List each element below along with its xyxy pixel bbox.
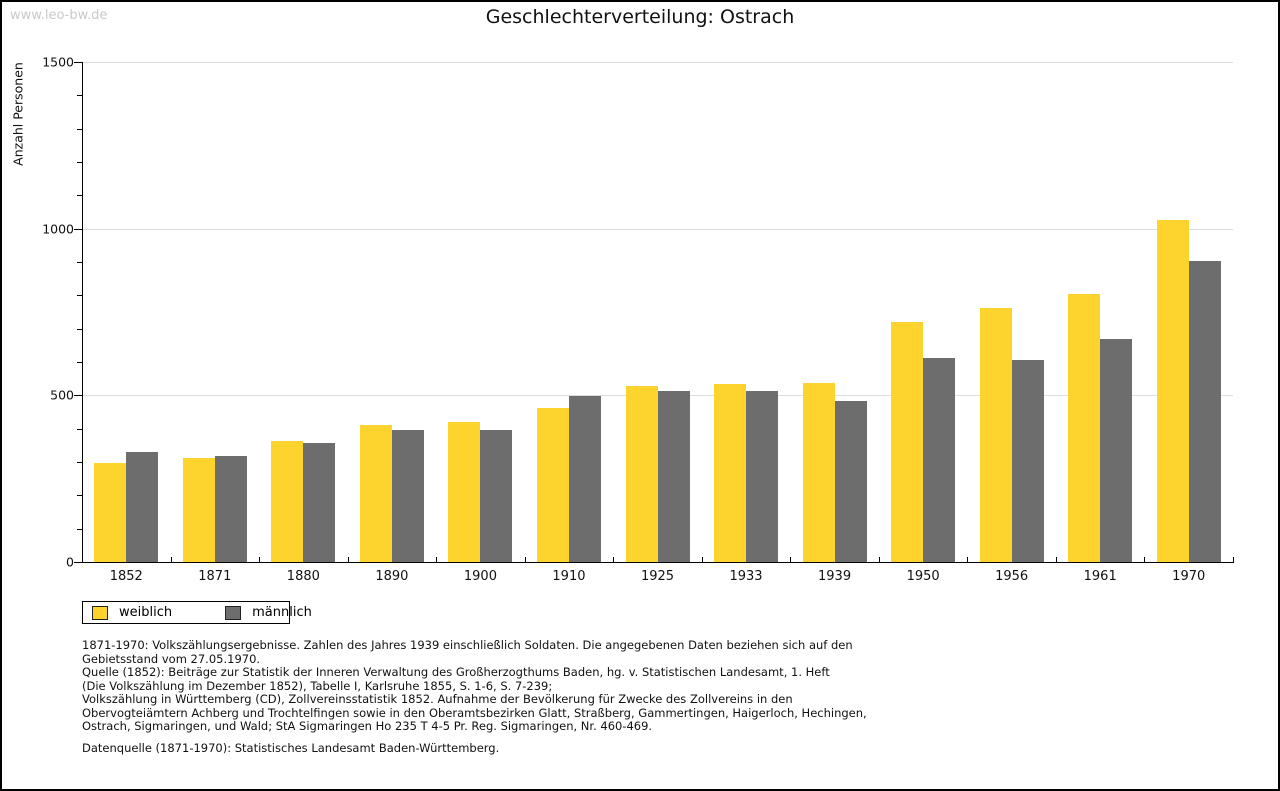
x-boundary-tick-9 <box>878 557 880 562</box>
y-minor-tick-800 <box>77 295 82 297</box>
bar-maennlich-1880 <box>303 443 336 562</box>
x-axis-line <box>82 562 1234 563</box>
bar-weiblich-1950 <box>891 322 924 562</box>
y-tick-label-0: 0 <box>66 554 74 570</box>
x-boundary-tick-2 <box>259 557 261 562</box>
y-axis-line <box>82 62 83 563</box>
gridline-1500 <box>82 62 1233 63</box>
x-tick-label-1939: 1939 <box>818 569 852 584</box>
y-major-tick-0 <box>74 562 82 563</box>
datasource-line: Datenquelle (1871-1970): Statistisches L… <box>82 741 500 755</box>
legend-label: weiblich <box>119 605 173 620</box>
y-minor-tick-400 <box>77 428 82 430</box>
bar-maennlich-1925 <box>657 391 690 562</box>
bar-weiblich-1961 <box>1068 294 1101 562</box>
bar-maennlich-1933 <box>746 391 779 562</box>
legend-item-männlich: männlich <box>225 605 312 620</box>
x-boundary-tick-6 <box>613 557 615 562</box>
x-boundary-tick-5 <box>524 557 526 562</box>
bar-weiblich-1852 <box>94 462 127 562</box>
x-tick-label-1900: 1900 <box>463 569 497 584</box>
bar-weiblich-1939 <box>802 383 835 562</box>
x-boundary-tick-8 <box>790 557 792 562</box>
bar-weiblich-1970 <box>1156 219 1189 562</box>
footnote-line-6: Obervogteiämtern Achberg und Trochtelfin… <box>82 705 867 720</box>
y-tick-label-500: 500 <box>50 387 74 403</box>
x-tick-label-1950: 1950 <box>906 569 940 584</box>
x-tick-label-1956: 1956 <box>995 569 1029 584</box>
x-tick-label-1925: 1925 <box>640 569 675 584</box>
bar-maennlich-1939 <box>834 400 867 562</box>
x-boundary-tick-4 <box>436 557 438 562</box>
footnote-line-1: 1871-1970: Volkszählungsergebnisse. Zahl… <box>82 638 853 652</box>
x-tick-label-1890: 1890 <box>375 569 409 584</box>
bar-maennlich-1900 <box>480 429 513 562</box>
bar-weiblich-1910 <box>536 408 569 562</box>
bar-maennlich-1950 <box>923 358 956 562</box>
x-tick-label-1852: 1852 <box>109 569 143 584</box>
footnote-line-5: Volkszählung in Württemberg (CD), Zollve… <box>82 692 793 706</box>
x-tick-label-1871: 1871 <box>198 569 232 584</box>
x-boundary-tick-7 <box>701 557 703 562</box>
x-boundary-tick-3 <box>347 557 349 562</box>
y-minor-tick-1300 <box>77 128 82 130</box>
bar-weiblich-1956 <box>979 308 1012 562</box>
y-minor-tick-1100 <box>77 195 82 197</box>
legend-item-weiblich: weiblich <box>92 605 172 620</box>
bar-weiblich-1880 <box>271 441 304 562</box>
y-minor-tick-700 <box>77 328 82 330</box>
bar-maennlich-1852 <box>126 452 159 562</box>
footnote-line-3: Quelle (1852): Beiträge zur Statistik de… <box>82 665 830 679</box>
footnote-line-2: Gebietsstand vom 27.05.1970. <box>82 651 261 666</box>
bar-maennlich-1890 <box>391 430 424 562</box>
footnote-line-4: (Die Volkszählung im Dezember 1852), Tab… <box>82 678 553 693</box>
bar-weiblich-1890 <box>359 425 392 562</box>
x-tick-label-1910: 1910 <box>552 569 586 584</box>
legend-swatch-männlich <box>225 605 242 620</box>
bar-maennlich-1970 <box>1188 260 1221 562</box>
bar-maennlich-1956 <box>1011 359 1044 562</box>
chart-title: Geschlechterverteilung: Ostrach <box>485 6 795 28</box>
bar-maennlich-1910 <box>568 395 601 562</box>
source-footnotes: 1871-1970: Volkszählungsergebnisse. Zahl… <box>82 638 867 734</box>
y-major-tick-1500 <box>74 62 82 63</box>
x-tick-label-1961: 1961 <box>1083 569 1117 584</box>
x-boundary-tick-1 <box>170 557 172 562</box>
legend-label: männlich <box>252 605 312 620</box>
y-major-tick-1000 <box>74 228 82 230</box>
y-minor-tick-100 <box>77 528 82 530</box>
bar-weiblich-1900 <box>448 421 481 562</box>
gridline-1000 <box>82 228 1233 230</box>
bar-weiblich-1925 <box>625 386 658 562</box>
y-minor-tick-600 <box>77 362 82 363</box>
leo-bw-watermark: www.leo-bw.de <box>10 8 108 23</box>
x-boundary-tick-11 <box>1055 557 1057 562</box>
bar-maennlich-1871 <box>214 456 247 562</box>
x-tick-label-1970: 1970 <box>1172 569 1206 584</box>
y-tick-label-1500: 1500 <box>42 54 74 70</box>
legend-swatch-weiblich <box>92 605 108 620</box>
bar-weiblich-1871 <box>182 458 215 562</box>
bar-maennlich-1961 <box>1100 339 1133 562</box>
x-tick-label-1933: 1933 <box>729 569 763 584</box>
bar-weiblich-1933 <box>714 384 747 562</box>
y-minor-tick-900 <box>77 262 82 263</box>
x-tick-label-1880: 1880 <box>286 569 320 584</box>
legend-box: weiblich männlich <box>82 601 312 624</box>
footnote-line-7: Ostrach, Sigmaringen, und Wald; StA Sigm… <box>82 719 653 733</box>
x-boundary-tick-13 <box>1233 557 1234 562</box>
y-minor-tick-300 <box>77 462 82 463</box>
y-minor-tick-1400 <box>77 95 82 97</box>
y-minor-tick-1200 <box>77 162 82 163</box>
y-minor-tick-200 <box>77 495 82 497</box>
y-major-tick-500 <box>74 395 82 397</box>
x-boundary-tick-10 <box>967 557 969 562</box>
y-tick-label-1000: 1000 <box>42 221 74 237</box>
x-boundary-tick-12 <box>1144 557 1146 562</box>
